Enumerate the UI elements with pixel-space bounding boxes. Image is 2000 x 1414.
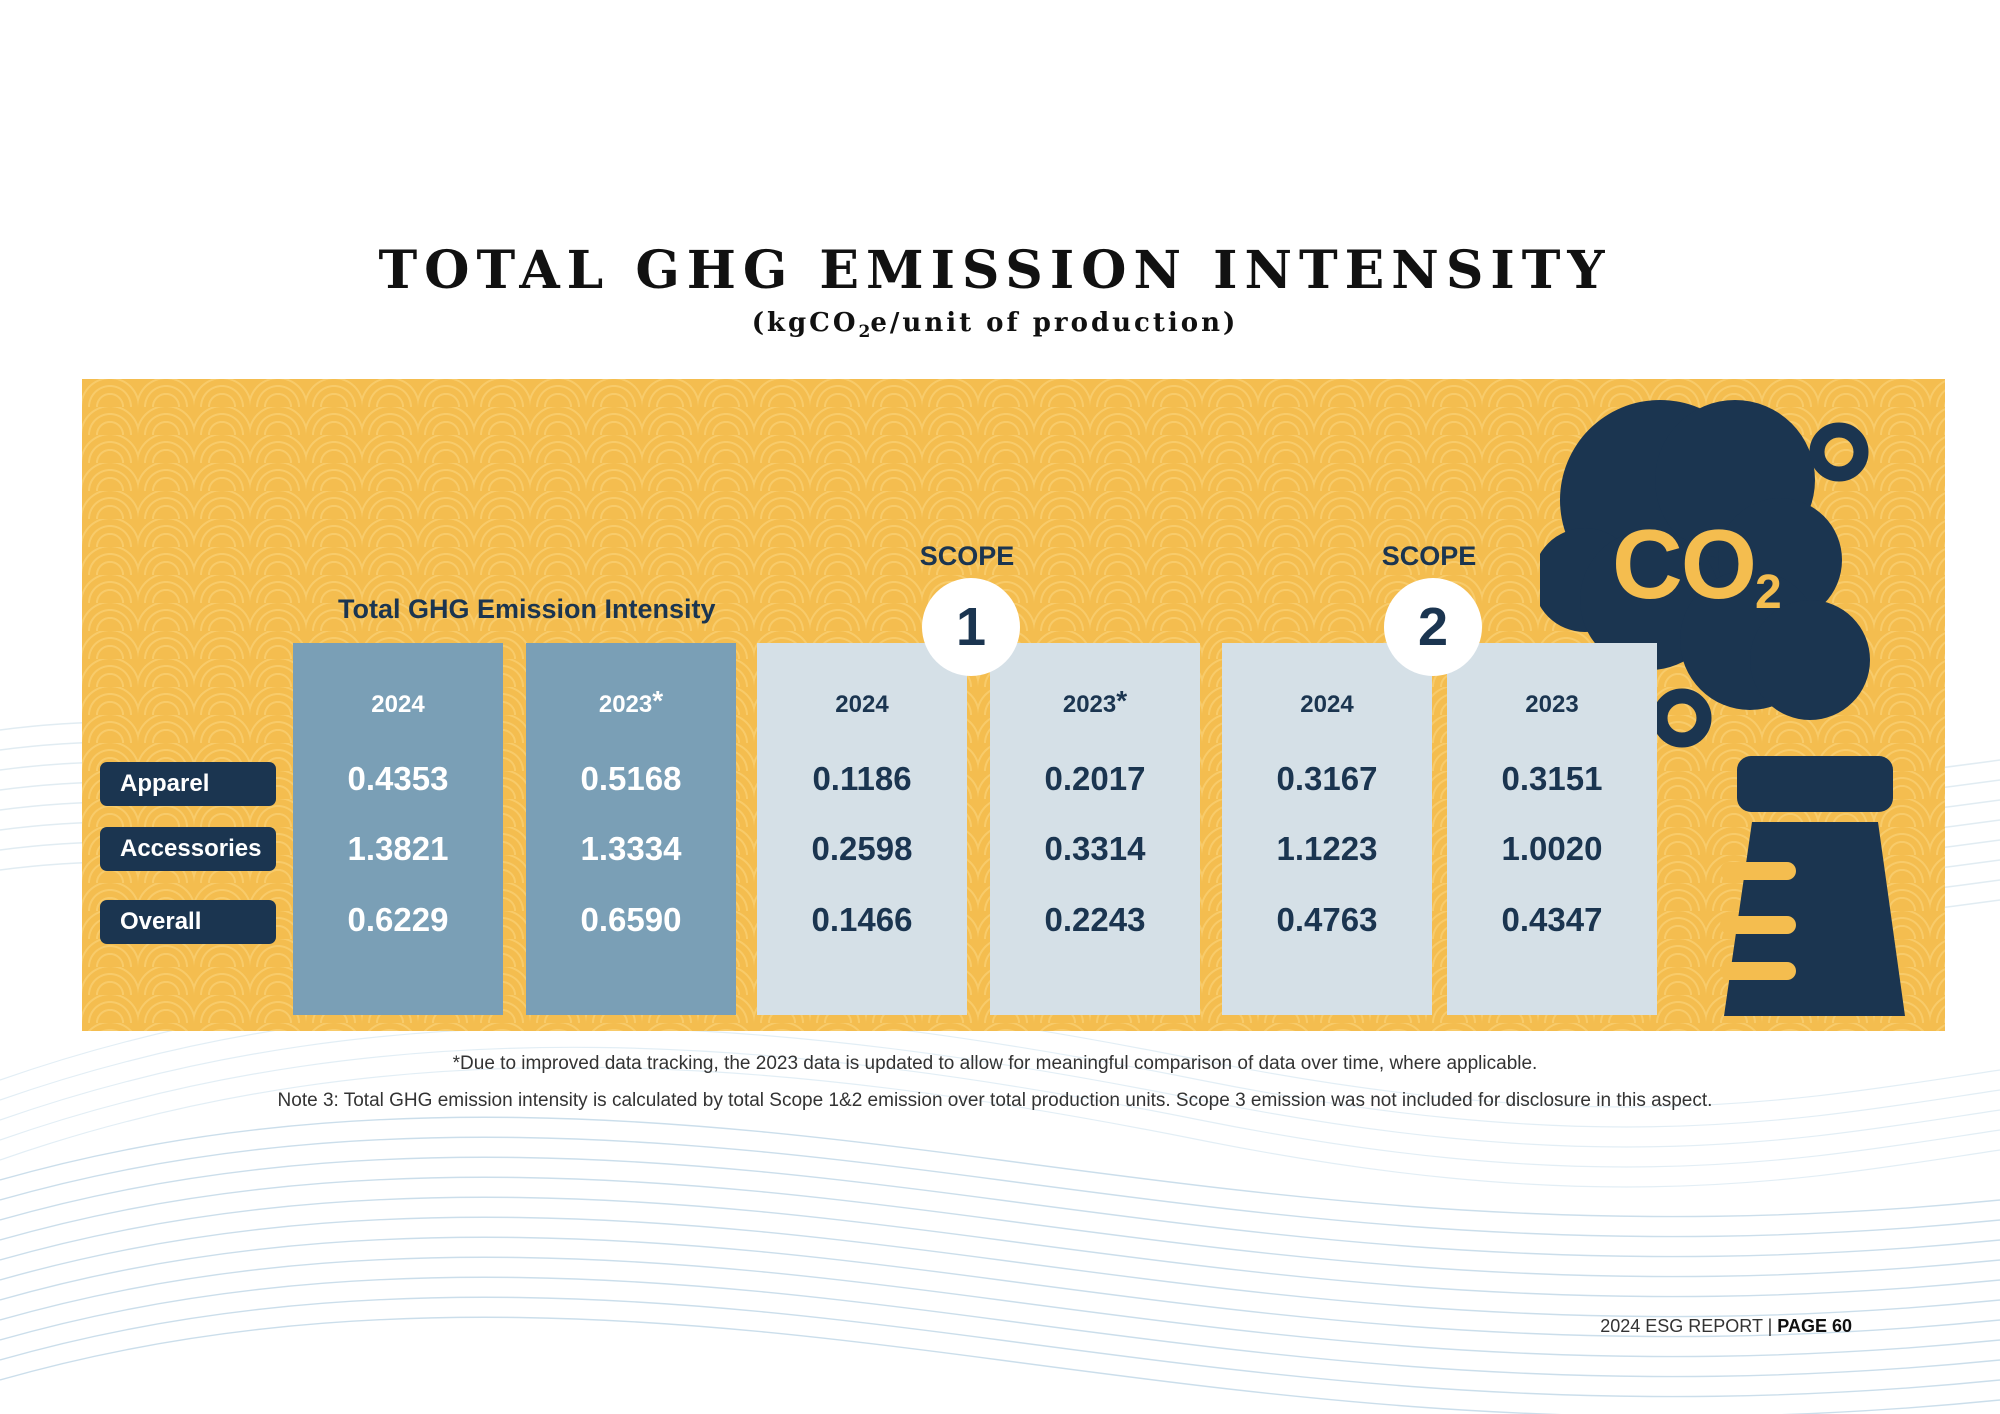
footnote-calculation: Note 3: Total GHG emission intensity is …: [277, 1090, 1713, 1111]
row-label-overall: Overall: [100, 900, 276, 944]
row-label-apparel: Apparel: [100, 762, 276, 806]
subtitle-prefix: (kgCO: [751, 308, 859, 338]
scope-1-badge: 1: [922, 578, 1020, 676]
page-subtitle: (kgCO2e/unit of production): [0, 308, 1990, 342]
value-apparel: 0.2017: [1044, 760, 1146, 797]
column-total-2024: 2024 0.4353 1.3821 0.6229: [293, 643, 503, 1015]
value-overall: 0.4763: [1276, 901, 1378, 938]
row-label-accessories: Accessories: [100, 827, 276, 871]
value-accessories: 1.1223: [1276, 830, 1378, 867]
co2-label: CO2: [1612, 509, 1782, 619]
value-overall: 0.1466: [811, 901, 913, 938]
footnote-data-update: *Due to improved data tracking, the 2023…: [452, 1053, 1538, 1074]
column-year: 2023*: [598, 685, 664, 718]
value-accessories: 1.3334: [580, 830, 682, 867]
value-accessories: 1.0020: [1501, 830, 1603, 867]
value-overall: 0.6590: [580, 901, 682, 938]
column-year: 2023*: [1062, 685, 1128, 718]
value-accessories: 0.2598: [811, 830, 913, 867]
value-overall: 0.6229: [347, 901, 449, 938]
column-scope1-2024: 2024 0.1186 0.2598 0.1466: [757, 643, 967, 1015]
value-apparel: 0.5168: [580, 760, 682, 797]
value-overall: 0.4347: [1501, 901, 1603, 938]
page-footer: 2024 ESG REPORT | PAGE 60: [1600, 1316, 1852, 1337]
scope-2-label: SCOPE: [1381, 541, 1477, 571]
scope-1-label: SCOPE: [919, 541, 1015, 571]
value-overall: 0.2243: [1044, 901, 1146, 938]
column-total-2023: 2023* 0.5168 1.3334 0.6590: [526, 643, 736, 1015]
subtitle-subscript: 2: [858, 322, 871, 343]
column-year: 2023: [1525, 691, 1579, 718]
value-apparel: 0.4353: [347, 760, 449, 797]
total-intensity-heading: Total GHG Emission Intensity: [338, 594, 716, 624]
value-accessories: 0.3314: [1044, 830, 1146, 867]
value-apparel: 0.3151: [1501, 760, 1603, 797]
column-year: 2024: [1300, 691, 1354, 718]
column-year: 2024: [835, 691, 889, 718]
page-title: TOTAL GHG EMISSION INTENSITY: [378, 240, 1612, 301]
co2-factory-cloud-icon: [1540, 400, 1905, 1016]
subtitle-suffix: e/unit of production): [870, 308, 1239, 338]
column-scope1-2023: 2023* 0.2017 0.3314 0.2243: [990, 643, 1200, 1015]
value-apparel: 0.1186: [812, 760, 912, 797]
value-accessories: 1.3821: [347, 830, 449, 867]
page-number: PAGE 60: [1777, 1316, 1852, 1336]
value-apparel: 0.3167: [1276, 760, 1378, 797]
column-scope2-2024: 2024 0.3167 1.1223 0.4763: [1222, 643, 1432, 1015]
report-name: 2024 ESG REPORT |: [1600, 1316, 1778, 1336]
column-scope2-2023: 2023 0.3151 1.0020 0.4347: [1447, 643, 1657, 1015]
column-year: 2024: [371, 691, 425, 718]
scope-2-badge: 2: [1384, 578, 1482, 676]
